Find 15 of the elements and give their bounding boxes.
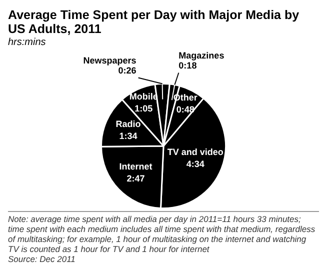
data-label: 1:34 — [119, 130, 138, 141]
chart-subtitle: hrs:mins — [8, 36, 47, 49]
data-label: 1:05 — [134, 104, 153, 114]
slice-label: Internet — [119, 161, 152, 172]
slice-label: Newspapers — [83, 56, 136, 66]
data-label: 4:34 — [186, 158, 204, 169]
chart-title: Average Time Spent per Day with Major Media by US Adults, 2011 — [8, 8, 300, 36]
data-label: 0:26 — [118, 66, 136, 76]
slice-label: Magazines — [178, 50, 224, 61]
slice-label: TV and video — [167, 146, 224, 157]
source-note: Source: Dec 2011 — [8, 254, 76, 264]
slice-label: Radio — [116, 118, 142, 129]
data-label: 0:18 — [178, 60, 197, 71]
data-label: 2:47 — [126, 173, 145, 184]
text: Note: average time spent with all media per day in 2011=11 hours 33 minutes; time spent with each medium includes all time spent with that medium, regardless of multitasking; for example, 1 hour of multitasking on the internet and watching TV is counted as 1 hour for TV and 1 hour for internet — [8, 214, 316, 254]
